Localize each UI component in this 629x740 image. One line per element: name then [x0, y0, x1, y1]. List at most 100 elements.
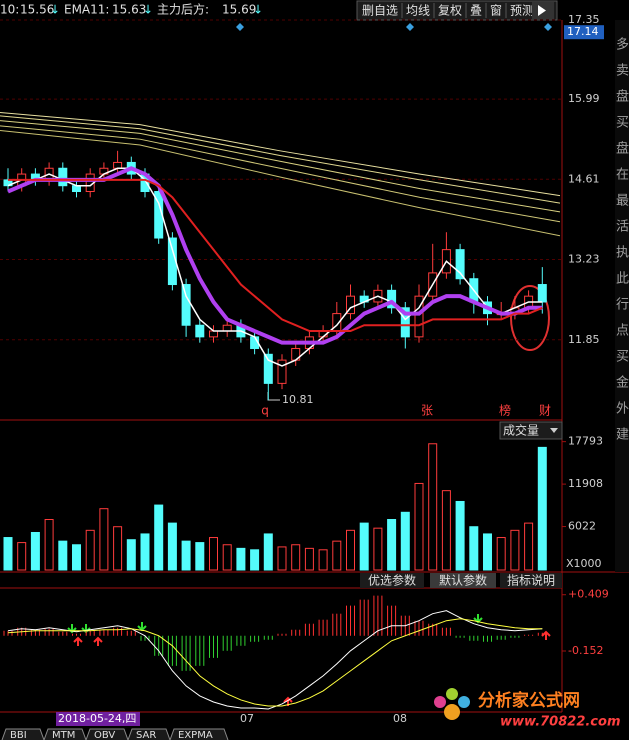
volume-unit: X1000: [566, 557, 602, 570]
dropdown-icon: [550, 428, 558, 433]
volume-bar: [195, 542, 205, 571]
volume-bar: [524, 522, 534, 571]
side-char: 买: [616, 350, 629, 365]
toolbar-button[interactable]: 删自选: [362, 4, 398, 18]
candle-body: [537, 284, 547, 303]
x-tick-label: 07: [240, 712, 254, 725]
volume-bar: [140, 533, 150, 571]
tab[interactable]: [127, 728, 171, 740]
candle-body: [195, 324, 205, 338]
candle-body: [58, 167, 68, 187]
long-ma-line: [0, 115, 561, 204]
candle-body: [277, 359, 287, 384]
panel-button-label: 优选参数: [368, 573, 416, 588]
volume-bar: [154, 504, 164, 571]
long-ma-line: [0, 111, 561, 197]
panel-button[interactable]: [360, 573, 424, 588]
candle-body: [263, 353, 273, 384]
panel-button[interactable]: [430, 573, 496, 588]
tab-label: SAR: [136, 730, 156, 740]
tab[interactable]: [85, 728, 129, 740]
event-marker: 财: [539, 404, 551, 418]
y-tick-label: 15.99: [568, 92, 600, 105]
toolbar-button[interactable]: 窗: [490, 4, 502, 18]
volume-bar: [414, 482, 424, 571]
toolbar-button[interactable]: 均线: [406, 4, 430, 18]
volume-bar: [263, 533, 273, 571]
panel-button-label: 指标说明: [507, 573, 555, 588]
side-char: 此: [616, 272, 629, 287]
side-char: 活: [616, 220, 629, 235]
side-char: 建: [616, 428, 629, 443]
volume-bar: [17, 542, 27, 571]
candle-body: [387, 289, 397, 309]
toolbar-button[interactable]: 复权: [438, 4, 462, 18]
volume-bar: [85, 529, 95, 571]
tab[interactable]: [43, 728, 87, 740]
y-tick-label: -0.152: [568, 644, 603, 657]
y-tick-label: 11908: [568, 477, 603, 490]
side-char: 行: [616, 298, 629, 313]
y-tick-label: +0.409: [568, 588, 609, 601]
logo-petal: [458, 696, 470, 708]
indicator-value: 15.56: [20, 3, 54, 17]
y-tick-label: 11.85: [568, 333, 600, 346]
tab[interactable]: [1, 728, 45, 740]
toolbar-group: 删自选 均线 复权叠窗预测: [362, 3, 539, 18]
long-ma-line: [0, 125, 561, 223]
candle-body: [113, 161, 123, 169]
volume-bar: [455, 500, 465, 571]
indicator-name: 主力后方:: [157, 2, 209, 17]
volume-bar: [318, 549, 328, 571]
low-label: 10.81: [282, 393, 314, 406]
volume-bar: [44, 519, 54, 571]
volume-bar: [400, 511, 410, 571]
y-tick-label: 6022: [568, 520, 596, 533]
volume-bar: [332, 540, 342, 571]
arrow-icon: ↓: [253, 3, 263, 17]
side-char: 卖: [616, 64, 629, 79]
volume-bar: [441, 490, 451, 571]
volume-bar: [126, 539, 136, 571]
cursor-date-box: [56, 712, 140, 726]
candle-body: [346, 295, 355, 315]
volume-dropdown[interactable]: [499, 421, 563, 440]
tab-label: BBI: [10, 730, 27, 740]
candle-body: [72, 185, 81, 193]
volume-bar: [250, 549, 260, 571]
panel-button-label: 默认参数: [439, 573, 487, 588]
ma-line: [8, 178, 543, 333]
panel-button[interactable]: [500, 573, 562, 588]
tab-label: OBV: [94, 730, 115, 740]
volume-bar: [537, 446, 547, 571]
side-char: 外: [616, 402, 629, 417]
side-char: 盘: [616, 89, 629, 105]
volume-bar: [373, 527, 383, 571]
macd-line: [7, 610, 543, 710]
volume-bar: [359, 522, 369, 571]
side-char: 最: [616, 194, 629, 209]
volume-bar: [181, 540, 191, 571]
toolbar-button[interactable]: 叠: [470, 4, 482, 18]
tab-label: MTM: [52, 730, 75, 740]
candle-body: [209, 330, 218, 338]
current-price: 17.14: [567, 25, 599, 38]
y-tick-label: 13.23: [568, 253, 600, 266]
y-tick-label: 14.61: [568, 172, 600, 185]
logo-url: www.70822.com: [500, 715, 621, 730]
volume-bar: [496, 537, 506, 571]
panel-border: [0, 20, 629, 713]
indicator-name: 10:: [0, 3, 19, 17]
tab[interactable]: [169, 728, 229, 740]
event-marker: q: [261, 404, 269, 418]
candle-body: [181, 284, 191, 326]
toolbar-button[interactable]: 预测: [510, 4, 534, 18]
logo-name: 分析家公式网: [478, 690, 580, 711]
side-char: 在: [616, 168, 629, 183]
side-char: 买: [616, 116, 629, 131]
volume-bar: [99, 508, 109, 571]
indicator-value: 15.63: [112, 3, 146, 17]
